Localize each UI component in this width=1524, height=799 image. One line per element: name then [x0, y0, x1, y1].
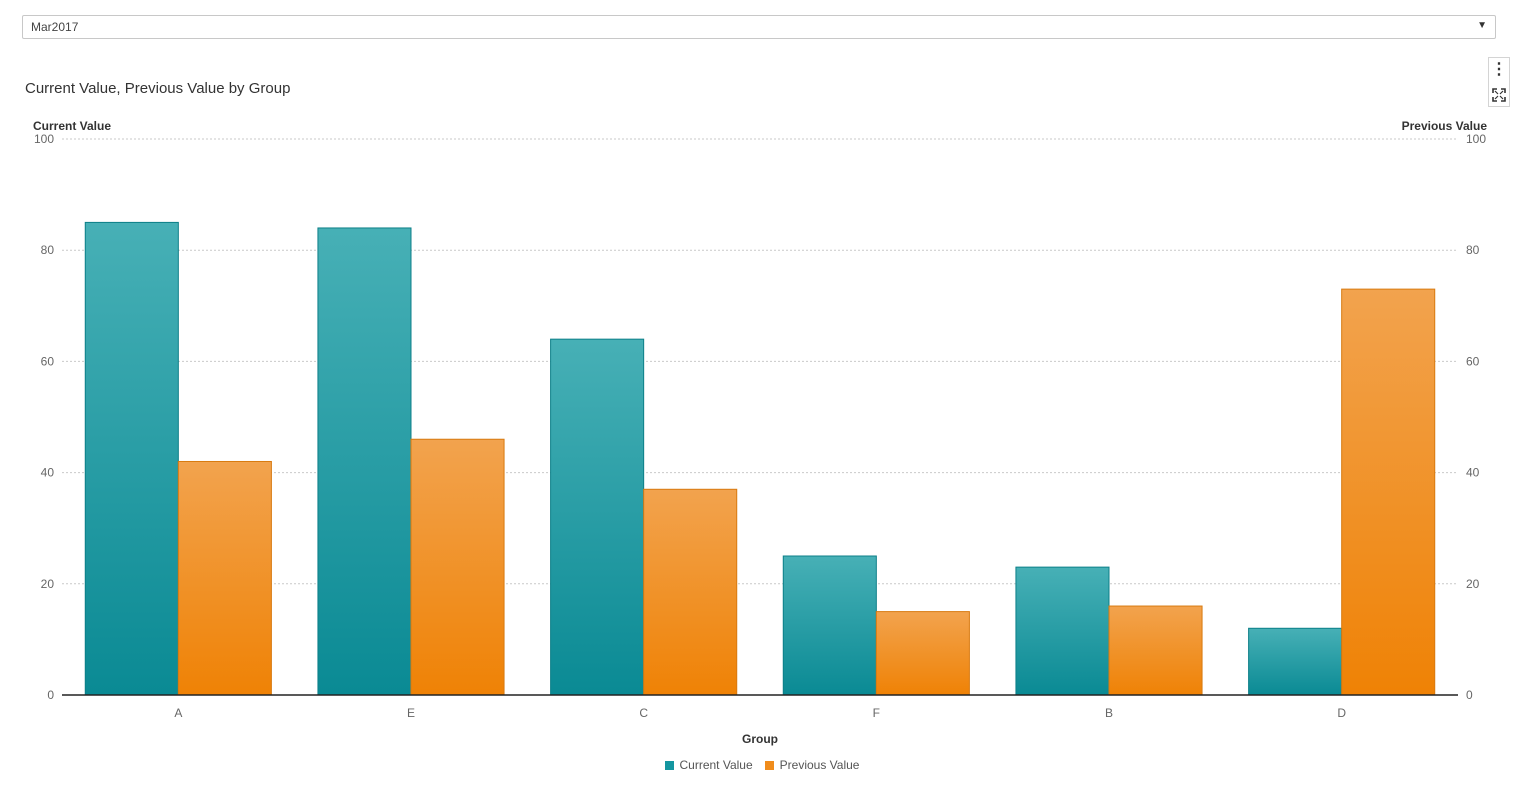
x-tick-label: F [873, 706, 880, 720]
bars [84, 221, 1436, 696]
y-axis-title-left: Current Value [33, 119, 111, 133]
y-tick-label-right: 40 [1466, 466, 1480, 480]
x-tick-label: B [1105, 706, 1113, 720]
x-axis-title: Group [742, 732, 778, 746]
period-dropdown-value: Mar2017 [31, 20, 79, 34]
y-tick-label-left: 60 [41, 354, 55, 368]
bar-previous-c[interactable] [643, 488, 738, 696]
bar-previous-f[interactable] [875, 611, 970, 696]
chevron-down-icon: ▼ [1477, 20, 1487, 31]
period-dropdown[interactable]: Mar2017 ▼ [22, 15, 1496, 39]
vertical-ellipsis-icon[interactable]: ⋮ [1491, 61, 1507, 78]
x-tick-label: A [174, 706, 182, 720]
legend-item-current[interactable]: Current Value [664, 758, 753, 772]
y-tick-label-right: 0 [1466, 688, 1473, 702]
y-tick-label-left: 100 [34, 132, 54, 146]
bar-current-f[interactable] [782, 555, 877, 696]
y-tick-label-right: 60 [1466, 354, 1480, 368]
bar-previous-a[interactable] [177, 460, 272, 696]
y-tick-label-left: 20 [41, 577, 55, 591]
bar-current-d[interactable] [1248, 627, 1343, 696]
axes: 0 0 20 20 40 40 60 60 80 80 100 100 A E C F B D [34, 132, 1486, 720]
legend-label-previous: Previous Value [779, 758, 860, 772]
bar-current-b[interactable] [1015, 566, 1110, 696]
bar-previous-b[interactable] [1108, 605, 1203, 696]
y-axis-title-right: Previous Value [1402, 119, 1488, 133]
chart-title: Current Value, Previous Value by Group [25, 80, 291, 97]
y-tick-label-right: 80 [1466, 243, 1480, 257]
y-tick-label-left: 80 [41, 243, 55, 257]
y-tick-label-left: 0 [47, 688, 54, 702]
bar-previous-d[interactable] [1341, 288, 1436, 696]
x-tick-label: D [1337, 706, 1346, 720]
bar-current-c[interactable] [550, 338, 645, 696]
y-tick-label-left: 40 [41, 466, 55, 480]
gridlines [62, 138, 1458, 585]
bar-previous-e[interactable] [410, 438, 505, 696]
bar-current-e[interactable] [317, 227, 412, 696]
legend-item-previous[interactable]: Previous Value [764, 758, 860, 772]
bar-current-a[interactable] [84, 221, 179, 696]
x-tick-label: E [407, 706, 415, 720]
maximize-icon[interactable] [1489, 83, 1509, 107]
legend-swatch-previous [764, 760, 774, 770]
chart-toolbar: ⋮ [1488, 57, 1510, 107]
y-tick-label-right: 20 [1466, 577, 1480, 591]
x-tick-label: C [639, 706, 648, 720]
legend: Current Value Previous Value [0, 758, 1524, 772]
legend-label-current: Current Value [679, 758, 753, 772]
legend-swatch-current [664, 760, 674, 770]
y-tick-label-right: 100 [1466, 132, 1486, 146]
